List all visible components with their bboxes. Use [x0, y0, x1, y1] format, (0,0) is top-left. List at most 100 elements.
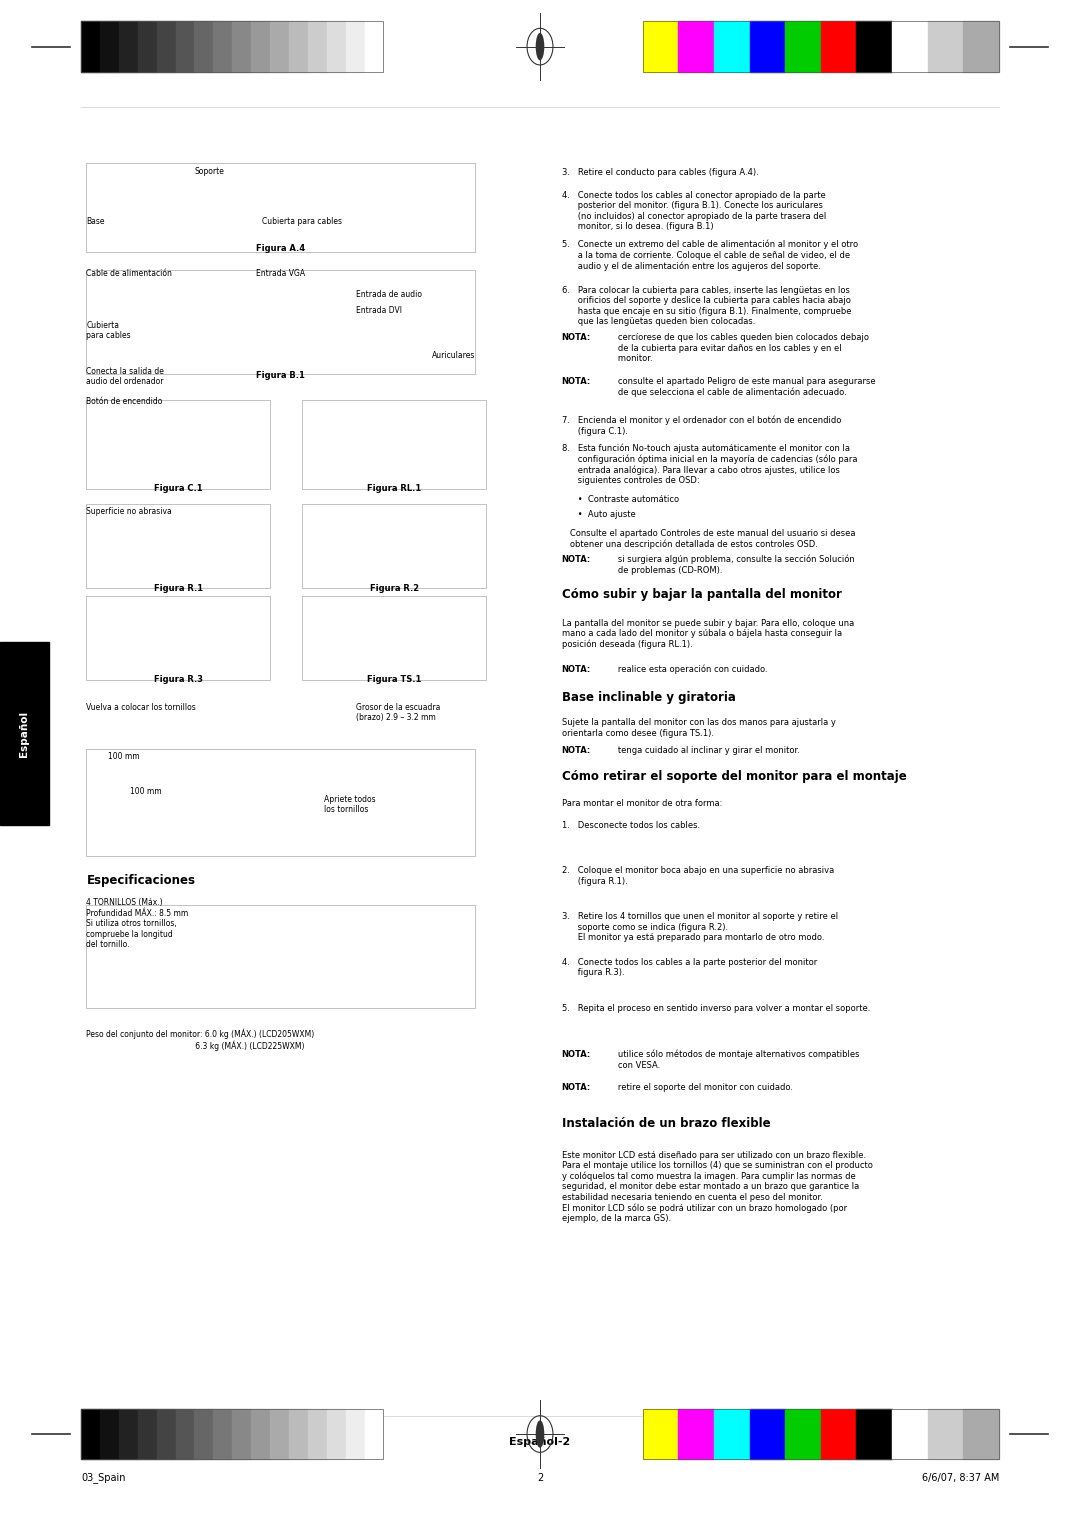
Text: Cubierta
para cables: Cubierta para cables — [86, 321, 131, 341]
Text: Entrada de audio: Entrada de audio — [356, 290, 422, 299]
Text: si surgiera algún problema, consulte la sección Solución
   de problemas (CD-ROM: si surgiera algún problema, consulte la … — [610, 555, 855, 575]
Text: Soporte: Soporte — [194, 167, 225, 176]
Text: 5.   Conecte un extremo del cable de alimentación al monitor y el otro
      a l: 5. Conecte un extremo del cable de alime… — [562, 240, 858, 270]
Text: 6.   Para colocar la cubierta para cables, inserte las lengüetas en los
      or: 6. Para colocar la cubierta para cables,… — [562, 286, 851, 325]
Text: Figura R.1: Figura R.1 — [153, 584, 203, 593]
Bar — [308, 1409, 327, 1459]
Text: Instalación de un brazo flexible: Instalación de un brazo flexible — [562, 1117, 770, 1131]
Bar — [86, 749, 475, 856]
Bar — [81, 21, 100, 72]
Text: Cómo subir y bajar la pantalla del monitor: Cómo subir y bajar la pantalla del monit… — [562, 588, 841, 602]
Bar — [270, 21, 289, 72]
Bar — [643, 21, 678, 72]
Bar — [928, 1409, 963, 1459]
Bar — [270, 1409, 289, 1459]
Text: Para montar el monitor de otra forma:: Para montar el monitor de otra forma: — [562, 799, 721, 808]
Bar — [119, 21, 138, 72]
Bar — [138, 1409, 157, 1459]
Bar — [678, 1409, 714, 1459]
Bar — [157, 21, 176, 72]
Text: 4.   Conecte todos los cables al conector apropiado de la parte
      posterior : 4. Conecte todos los cables al conector … — [562, 191, 826, 231]
Text: Cable de alimentación: Cable de alimentación — [86, 269, 173, 278]
Bar — [86, 270, 475, 374]
Bar — [289, 1409, 308, 1459]
Text: 100 mm: 100 mm — [108, 752, 139, 761]
Bar — [308, 21, 327, 72]
Bar — [86, 504, 270, 588]
Bar — [928, 21, 963, 72]
Text: Figura B.1: Figura B.1 — [256, 371, 306, 380]
Bar — [86, 905, 475, 1008]
Bar — [963, 1409, 999, 1459]
Text: 8.   Esta función No-touch ajusta automáticamente el monitor con la
      config: 8. Esta función No-touch ajusta automáti… — [562, 443, 858, 484]
Text: Español: Español — [19, 711, 29, 756]
Text: NOTA:: NOTA: — [562, 665, 591, 674]
Text: NOTA:: NOTA: — [562, 333, 591, 342]
Text: cercíorese de que los cables queden bien colocados debajo
   de la cubierta para: cercíorese de que los cables queden bien… — [610, 333, 869, 364]
Bar — [750, 1409, 785, 1459]
Bar — [327, 1409, 346, 1459]
Bar — [81, 1409, 383, 1459]
Bar — [81, 21, 383, 72]
Text: Conecta la salida de
audio del ordenador: Conecta la salida de audio del ordenador — [86, 367, 164, 387]
Bar — [750, 21, 785, 72]
Text: Consulte el apartado Controles de este manual del usuario si desea
   obtener un: Consulte el apartado Controles de este m… — [562, 529, 855, 549]
Text: 3.   Retire los 4 tornillos que unen el monitor al soporte y retire el
      sop: 3. Retire los 4 tornillos que unen el mo… — [562, 912, 838, 943]
Ellipse shape — [536, 34, 544, 61]
Text: 2.   Coloque el monitor boca abajo en una superficie no abrasiva
      (figura R: 2. Coloque el monitor boca abajo en una … — [562, 866, 834, 886]
Bar — [252, 21, 270, 72]
Bar — [714, 21, 750, 72]
Bar — [856, 21, 892, 72]
Bar — [86, 163, 475, 252]
Text: Sujete la pantalla del monitor con las dos manos para ajustarla y
orientarla com: Sujete la pantalla del monitor con las d… — [562, 718, 836, 738]
Bar — [232, 1409, 252, 1459]
Text: Auriculares: Auriculares — [432, 351, 475, 361]
Bar — [157, 1409, 176, 1459]
Bar — [346, 21, 365, 72]
Bar — [214, 1409, 232, 1459]
Bar — [302, 596, 486, 680]
Bar — [194, 21, 214, 72]
Bar — [821, 21, 856, 72]
Text: NOTA:: NOTA: — [562, 555, 591, 564]
Bar — [0, 642, 49, 825]
Bar — [289, 21, 308, 72]
Text: Peso del conjunto del monitor: 6.0 kg (MÁX.) (LCD205WXM)
                       : Peso del conjunto del monitor: 6.0 kg (M… — [86, 1028, 314, 1051]
Text: Cómo retirar el soporte del monitor para el montaje: Cómo retirar el soporte del monitor para… — [562, 770, 906, 784]
Bar — [365, 1409, 383, 1459]
Text: Grosor de la escuadra
(brazo) 2.9 – 3.2 mm: Grosor de la escuadra (brazo) 2.9 – 3.2 … — [356, 703, 441, 723]
Bar — [856, 1409, 892, 1459]
Bar — [175, 1409, 194, 1459]
Bar — [81, 1409, 100, 1459]
Text: Figura R.2: Figura R.2 — [369, 584, 419, 593]
Bar — [785, 21, 821, 72]
Text: realice esta operación con cuidado.: realice esta operación con cuidado. — [610, 665, 768, 674]
Bar — [892, 1409, 928, 1459]
Bar — [194, 1409, 214, 1459]
Text: Entrada DVI: Entrada DVI — [356, 306, 403, 315]
Text: Este monitor LCD está diseñado para ser utilizado con un brazo flexible.
Para el: Este monitor LCD está diseñado para ser … — [562, 1151, 873, 1224]
Text: Vuelva a colocar los tornillos: Vuelva a colocar los tornillos — [86, 703, 197, 712]
Bar — [119, 1409, 138, 1459]
Text: Especificaciones: Especificaciones — [86, 874, 195, 888]
Text: 1.   Desconecte todos los cables.: 1. Desconecte todos los cables. — [562, 821, 700, 830]
Text: 100 mm: 100 mm — [130, 787, 161, 796]
Text: Entrada VGA: Entrada VGA — [256, 269, 306, 278]
Text: Botón de encendido: Botón de encendido — [86, 397, 163, 406]
Text: 03_Spain: 03_Spain — [81, 1471, 125, 1484]
Text: •  Auto ajuste: • Auto ajuste — [562, 510, 635, 520]
Text: NOTA:: NOTA: — [562, 746, 591, 755]
Text: 2: 2 — [537, 1473, 543, 1482]
Ellipse shape — [536, 1421, 544, 1449]
Text: NOTA:: NOTA: — [562, 377, 591, 387]
Bar — [302, 400, 486, 489]
Text: Figura R.3: Figura R.3 — [153, 675, 203, 685]
Text: 6/6/07, 8:37 AM: 6/6/07, 8:37 AM — [921, 1473, 999, 1482]
Text: 4.   Conecte todos los cables a la parte posterior del monitor
      figura R.3): 4. Conecte todos los cables a la parte p… — [562, 958, 816, 978]
Bar — [785, 1409, 821, 1459]
Text: Base: Base — [86, 217, 105, 226]
Bar — [643, 1409, 999, 1459]
Bar — [214, 21, 232, 72]
Bar — [252, 1409, 270, 1459]
Bar — [643, 1409, 678, 1459]
